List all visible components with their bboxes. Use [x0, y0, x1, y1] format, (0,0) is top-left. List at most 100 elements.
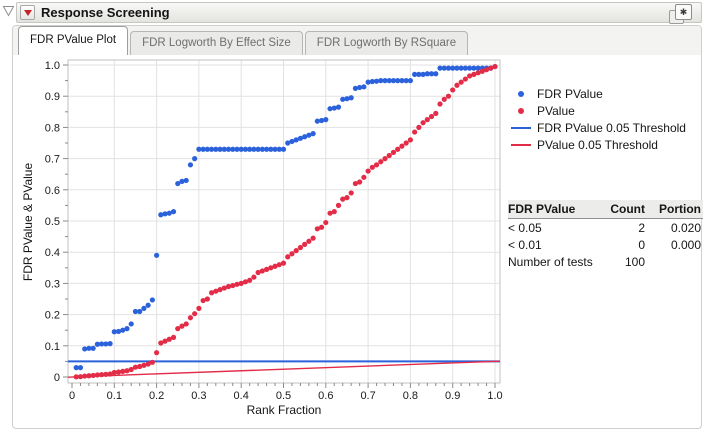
- pvalue-point[interactable]: [344, 195, 350, 201]
- fdr-pvalue-point[interactable]: [204, 146, 210, 152]
- fdr-pvalue-point[interactable]: [276, 146, 282, 152]
- pvalue-point[interactable]: [204, 296, 210, 302]
- pvalue-point[interactable]: [441, 96, 447, 102]
- pvalue-point[interactable]: [340, 196, 346, 202]
- pvalue-point[interactable]: [492, 63, 498, 70]
- pvalue-point[interactable]: [124, 368, 130, 374]
- pvalue-point[interactable]: [149, 359, 155, 365]
- fdr-pvalue-point[interactable]: [445, 65, 452, 71]
- fdr-pvalue-point[interactable]: [420, 71, 426, 77]
- fdr-pvalue-point[interactable]: [208, 146, 215, 152]
- fdr-pvalue-point[interactable]: [115, 328, 122, 335]
- pvalue-point[interactable]: [412, 129, 418, 135]
- pvalue-point[interactable]: [162, 338, 168, 344]
- fdr-pvalue-point[interactable]: [280, 146, 287, 152]
- fdr-pvalue-point[interactable]: [255, 146, 261, 152]
- tab-fdr-logworth-by-rsquare[interactable]: FDR Logworth By RSquare: [304, 31, 469, 55]
- legend-item-fdr-pvalue[interactable]: FDR PValue: [511, 85, 686, 102]
- pvalue-point[interactable]: [483, 67, 490, 73]
- fdr-pvalue-point[interactable]: [458, 65, 464, 71]
- pvalue-point[interactable]: [242, 279, 249, 285]
- tab-fdr-pvalue-plot[interactable]: FDR PValue Plot: [18, 26, 129, 55]
- pvalue-point[interactable]: [462, 76, 468, 82]
- pvalue-point[interactable]: [128, 366, 134, 373]
- pvalue-point[interactable]: [310, 235, 316, 241]
- pvalue-point[interactable]: [428, 113, 435, 120]
- pvalue-point[interactable]: [458, 79, 464, 85]
- pvalue-point[interactable]: [238, 280, 244, 286]
- pvalue-point[interactable]: [357, 179, 363, 185]
- pvalue-point[interactable]: [73, 374, 79, 380]
- pvalue-point[interactable]: [424, 117, 430, 123]
- pvalue-point[interactable]: [450, 87, 456, 93]
- fdr-pvalue-point[interactable]: [424, 71, 430, 77]
- fdr-pvalue-point[interactable]: [158, 212, 164, 218]
- pvalue-point[interactable]: [77, 374, 84, 380]
- pvalue-point[interactable]: [175, 326, 181, 332]
- fdr-pvalue-point[interactable]: [340, 96, 346, 102]
- fdr-pvalue-point[interactable]: [179, 178, 185, 184]
- fdr-pvalue-point[interactable]: [289, 138, 295, 145]
- fdr-pvalue-point[interactable]: [242, 146, 249, 152]
- pvalue-point[interactable]: [289, 251, 295, 257]
- pvalue-point[interactable]: [352, 180, 359, 187]
- pvalue-point[interactable]: [196, 305, 202, 311]
- fdr-pvalue-point[interactable]: [382, 78, 388, 84]
- tab-fdr-logworth-by-effect-size[interactable]: FDR Logworth By Effect Size: [130, 31, 303, 55]
- pvalue-point[interactable]: [471, 71, 477, 77]
- pvalue-point[interactable]: [82, 373, 88, 379]
- fdr-pvalue-point[interactable]: [183, 177, 189, 184]
- pvalue-point[interactable]: [154, 350, 160, 356]
- pvalue-point[interactable]: [217, 287, 223, 293]
- fdr-pvalue-point[interactable]: [145, 302, 151, 308]
- fdr-pvalue-point[interactable]: [166, 210, 172, 216]
- red-triangle-menu-button[interactable]: [20, 5, 35, 20]
- pvalue-point[interactable]: [137, 363, 143, 370]
- fdr-pvalue-point[interactable]: [162, 211, 168, 217]
- pvalue-point[interactable]: [323, 219, 329, 226]
- pvalue-point[interactable]: [378, 159, 384, 165]
- pvalue-point[interactable]: [433, 110, 439, 116]
- fdr-pvalue-point[interactable]: [247, 146, 253, 152]
- pvalue-point[interactable]: [488, 65, 494, 71]
- fdr-pvalue-point[interactable]: [335, 104, 342, 110]
- pvalue-point[interactable]: [230, 282, 236, 289]
- fdr-pvalue-point[interactable]: [77, 365, 84, 371]
- fdr-pvalue-point[interactable]: [399, 78, 405, 84]
- fdr-pvalue-point[interactable]: [137, 308, 143, 315]
- fdr-pvalue-point[interactable]: [378, 78, 384, 84]
- fdr-pvalue-point[interactable]: [238, 146, 244, 152]
- pvalue-point[interactable]: [327, 210, 333, 216]
- pvalue-point[interactable]: [335, 202, 342, 208]
- fdr-pvalue-point[interactable]: [259, 146, 265, 152]
- pvalue-point[interactable]: [386, 152, 392, 159]
- fdr-pvalue-point[interactable]: [403, 78, 409, 84]
- pvalue-point[interactable]: [373, 162, 380, 168]
- pvalue-point[interactable]: [416, 124, 422, 130]
- pvalue-point[interactable]: [179, 323, 185, 329]
- fdr-pvalue-point[interactable]: [107, 341, 113, 347]
- pvalue-point[interactable]: [268, 265, 274, 271]
- fdr-pvalue-point[interactable]: [154, 252, 160, 258]
- fdr-pvalue-point[interactable]: [128, 321, 134, 327]
- pvalue-point[interactable]: [365, 168, 371, 174]
- pvalue-point[interactable]: [314, 226, 320, 232]
- fdr-pvalue-point[interactable]: [187, 162, 194, 168]
- fdr-pvalue-point[interactable]: [213, 146, 219, 152]
- fdr-pvalue-point[interactable]: [103, 341, 109, 347]
- fdr-pvalue-point[interactable]: [175, 180, 181, 187]
- fdr-pvalue-point[interactable]: [462, 65, 468, 71]
- fdr-pvalue-point[interactable]: [331, 105, 337, 111]
- legend-item-fdr-threshold[interactable]: FDR PValue 0.05 Threshold: [511, 119, 686, 136]
- fdr-pvalue-point[interactable]: [314, 118, 320, 124]
- fdr-pvalue-point[interactable]: [471, 65, 477, 71]
- fdr-pvalue-point[interactable]: [196, 146, 202, 152]
- fdr-pvalue-point[interactable]: [94, 341, 100, 347]
- fdr-pvalue-point[interactable]: [395, 78, 401, 84]
- fdr-pvalue-point[interactable]: [217, 146, 223, 152]
- pvalue-point[interactable]: [192, 311, 198, 317]
- fdr-pvalue-point[interactable]: [221, 146, 227, 152]
- pvalue-point[interactable]: [348, 190, 354, 196]
- fdr-pvalue-point[interactable]: [124, 326, 130, 332]
